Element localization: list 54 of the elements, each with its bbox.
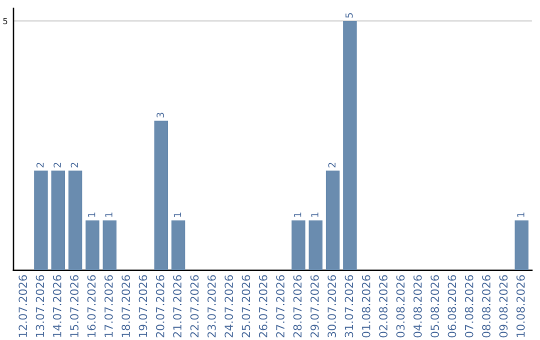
data-label: 2 (36, 162, 44, 168)
bar (514, 220, 528, 270)
data-label: 1 (174, 212, 181, 217)
x-tick-label: 16.07.2026 (87, 275, 96, 337)
x-tick-label: 06.08.2026 (448, 275, 456, 338)
data-label: 1 (311, 212, 318, 217)
x-tick-label: 13.07.2026 (36, 275, 44, 337)
x-tick-label: 02.08.2026 (379, 275, 388, 338)
x-tick-label: 05.08.2026 (430, 275, 439, 338)
data-label: 2 (54, 162, 61, 168)
x-tick-label: 12.07.2026 (18, 275, 28, 337)
data-label: 1 (294, 212, 302, 217)
x-tick-label: 01.08.2026 (362, 275, 370, 338)
bar (34, 170, 48, 270)
bar (51, 170, 65, 270)
bar (154, 120, 168, 270)
x-tick-label: 27.07.2026 (276, 275, 285, 338)
x-tick-label: 23.07.2026 (207, 275, 216, 338)
x-tick-label: 10.08.2026 (516, 275, 525, 337)
x-tick-label: 22.07.2026 (190, 275, 199, 338)
data-label: 1 (105, 212, 112, 217)
x-tick-label: 17.07.2026 (104, 275, 113, 337)
x-tick-label: 21.07.2026 (173, 275, 182, 338)
x-tick-label: 26.07.2026 (258, 275, 268, 338)
x-tick-label: 30.07.2026 (328, 275, 336, 338)
x-tick-label: 31.07.2026 (344, 275, 354, 338)
bar (308, 220, 322, 270)
data-label: 2 (70, 162, 78, 168)
x-tick-label: 28.07.2026 (293, 275, 302, 338)
bar (326, 170, 340, 270)
x-tick-label: 18.07.2026 (122, 275, 130, 337)
bar (102, 220, 116, 270)
bar (292, 220, 306, 270)
x-tick-label: 24.07.2026 (224, 275, 234, 338)
x-tick-label: 20.07.2026 (156, 275, 164, 338)
x-tick-label: 15.07.2026 (70, 275, 79, 337)
x-tick-label: 14.07.2026 (52, 275, 62, 337)
x-tick-label: 04.08.2026 (413, 275, 422, 338)
data-label: 2 (328, 162, 336, 168)
x-tick-label: 03.08.2026 (396, 275, 405, 338)
bar (171, 220, 186, 270)
bar (343, 20, 357, 270)
x-tick-label: 09.08.2026 (499, 275, 508, 338)
data-label: 5 (346, 13, 353, 18)
data-label: 3 (156, 112, 164, 118)
x-tick-label: 29.07.2026 (310, 275, 319, 338)
bar (68, 170, 82, 270)
x-tick-label: 19.07.2026 (138, 275, 148, 337)
x-tick-label: 08.08.2026 (482, 275, 490, 338)
data-label: 1 (88, 212, 96, 217)
x-tick-label: 07.08.2026 (464, 275, 474, 338)
bar (86, 220, 100, 270)
x-tick-label: 25.07.2026 (242, 275, 250, 338)
data-label: 1 (517, 212, 524, 217)
